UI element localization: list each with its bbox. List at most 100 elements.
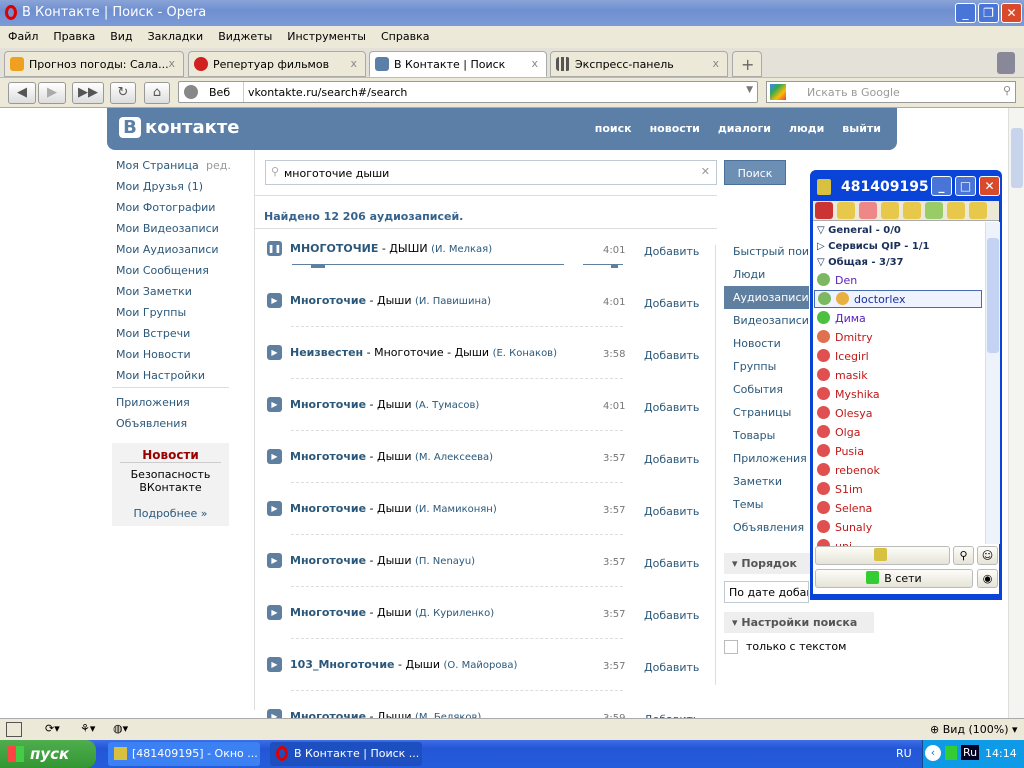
tab-vkontakte[interactable]: В Контакте | Поиск x	[369, 51, 547, 77]
track-title[interactable]: Многоточие - Дыши (А. Тумасов)	[290, 398, 480, 411]
edit-link[interactable]: ред.	[206, 159, 231, 172]
contact-item[interactable]: Pusia	[817, 444, 864, 458]
contact-item[interactable]: Дима	[817, 311, 866, 325]
left-menu-item[interactable]: Мои Видеозаписи	[116, 222, 219, 235]
scroll-thumb[interactable]	[987, 238, 999, 353]
left-menu-item[interactable]: Мои Настройки	[116, 369, 205, 382]
contact-card-icon[interactable]	[881, 202, 899, 219]
status-button[interactable]: В сети	[815, 569, 973, 588]
g-icon[interactable]	[837, 202, 855, 219]
nav-link-1[interactable]: новости	[649, 122, 700, 135]
add-track-link[interactable]: Добавить	[644, 713, 699, 718]
track-uploader[interactable]: (Е. Конаков)	[492, 348, 557, 359]
track-title[interactable]: Многоточие - Дыши (И. Павишина)	[290, 294, 492, 307]
menu-tools[interactable]: Инструменты	[287, 30, 366, 43]
add-track-link[interactable]: Добавить	[644, 453, 700, 466]
forward-button[interactable]: ▶	[38, 82, 66, 104]
qip-scrollbar[interactable]	[985, 222, 1000, 544]
reload-button[interactable]: ↻	[110, 82, 136, 104]
filter-item[interactable]: Темы	[733, 498, 764, 511]
volume-handle[interactable]	[611, 264, 618, 268]
unite-icon[interactable]: ⚘▾	[80, 722, 96, 735]
contact-item[interactable]: Icegirl	[817, 349, 869, 363]
menu-view[interactable]: Вид	[110, 30, 133, 43]
address-field[interactable]: Веб vkontakte.ru/search#/search ▼	[178, 81, 758, 103]
restore-button[interactable]: ❐	[978, 3, 999, 23]
find-contact-icon[interactable]: ⚲	[953, 546, 974, 565]
dropdown-arrow-icon[interactable]: ▼	[746, 85, 753, 95]
info-icon[interactable]	[947, 202, 965, 219]
contact-item[interactable]: doctorlex	[814, 290, 982, 308]
filter-item[interactable]: Люди	[733, 268, 766, 281]
play-button[interactable]: ▶	[267, 657, 282, 672]
contact-item[interactable]: Dmitry	[817, 330, 873, 344]
track-uploader[interactable]: (А. Тумасов)	[415, 400, 480, 411]
play-button[interactable]: ▶	[267, 293, 282, 308]
contact-item[interactable]: Olesya	[817, 406, 872, 420]
qip-maximize-button[interactable]: □	[955, 176, 976, 196]
filter-item[interactable]: События	[733, 383, 784, 396]
filter-item[interactable]: Объявления	[733, 521, 805, 534]
track-uploader[interactable]: (М. Беляков)	[415, 712, 482, 718]
contact-item[interactable]: rebenok	[817, 463, 880, 477]
status-flower-icon[interactable]	[815, 202, 833, 219]
settings-wrench-icon[interactable]	[925, 202, 943, 219]
url-text[interactable]: vkontakte.ru/search#/search	[243, 82, 407, 102]
track-uploader[interactable]: (П. Nenayu)	[415, 556, 476, 567]
left-menu-item[interactable]: Мои Заметки	[116, 285, 192, 298]
left-menu-item[interactable]: Мои Друзья (1)	[116, 180, 203, 193]
add-track-link[interactable]: Добавить	[644, 349, 700, 362]
add-track-link[interactable]: Добавить	[644, 557, 700, 570]
nav-link-4[interactable]: выйти	[842, 122, 881, 135]
contact-item[interactable]: Selena	[817, 501, 872, 515]
track-name[interactable]: Дыши	[405, 658, 441, 671]
nav-link-3[interactable]: люди	[788, 122, 825, 135]
news-text[interactable]: Безопасность	[130, 468, 211, 481]
contact-item[interactable]: Myshika	[817, 387, 880, 401]
left-menu-item[interactable]: Мои Новости	[116, 348, 191, 361]
track-title[interactable]: Неизвестен - Многоточие - Дыши (Е. Конак…	[290, 346, 557, 359]
taskbar-item-opera[interactable]: В Контакте | Поиск ...	[270, 742, 422, 766]
track-uploader[interactable]: (О. Майорова)	[443, 660, 518, 671]
sync-icon[interactable]: ⟳▾	[45, 722, 60, 735]
search-icon[interactable]: ⚲	[1002, 84, 1011, 97]
history-icon[interactable]	[903, 202, 921, 219]
search-contact-icon[interactable]	[969, 202, 987, 219]
filter-item[interactable]: Товары	[733, 429, 776, 442]
minimize-button[interactable]: _	[955, 3, 976, 23]
scroll-thumb[interactable]	[1011, 128, 1023, 188]
back-button[interactable]: ◀	[8, 82, 36, 104]
filter-item[interactable]: Приложения	[733, 452, 807, 465]
track-title[interactable]: Многоточие - Дыши (П. Nenayu)	[290, 554, 476, 567]
contact-group[interactable]: ▽ Общая - 3/37	[817, 257, 904, 268]
turbo-icon[interactable]: ◍▾	[113, 722, 129, 735]
track-artist[interactable]: Многоточие	[290, 606, 367, 619]
keyboard-layout[interactable]: Ru	[961, 745, 980, 760]
play-button[interactable]: ▶	[267, 709, 282, 718]
menu-file[interactable]: Файл	[8, 30, 39, 43]
track-artist[interactable]: 103_Многоточие	[290, 658, 395, 671]
play-button[interactable]: ▶	[267, 397, 282, 412]
track-artist[interactable]: МНОГОТОЧИЕ	[290, 242, 379, 255]
track-name[interactable]: Дыши	[377, 502, 412, 515]
add-track-link[interactable]: Добавить	[644, 609, 700, 622]
track-artist[interactable]: Многоточие	[290, 502, 367, 515]
left-menu-item[interactable]: Мои Группы	[116, 306, 187, 319]
close-tab-icon[interactable]: x	[712, 57, 719, 70]
track-artist[interactable]: Многоточие	[290, 554, 367, 567]
contact-item[interactable]: Sunaly	[817, 520, 872, 534]
play-button[interactable]: ▶	[267, 449, 282, 464]
progress-track[interactable]	[292, 264, 564, 268]
panel-toggle-icon[interactable]	[6, 722, 22, 737]
tray-expand-icon[interactable]: ‹	[925, 745, 941, 761]
track-artist[interactable]: Неизвестен	[290, 346, 364, 359]
fast-forward-button[interactable]: ▶▶	[72, 82, 104, 104]
left-menu-item[interactable]: Объявления	[116, 417, 188, 430]
track-artist[interactable]: Многоточие	[290, 450, 367, 463]
track-uploader[interactable]: (И. Мамиконян)	[415, 504, 497, 515]
progress-handle[interactable]	[310, 264, 325, 268]
avatar-icon[interactable]: ☺	[977, 546, 998, 565]
tab-weather[interactable]: Прогноз погоды: Сала... x	[4, 51, 184, 77]
left-menu-item[interactable]: Мои Аудиозаписи	[116, 243, 219, 256]
left-menu-item[interactable]: Мои Фотографии	[116, 201, 216, 214]
